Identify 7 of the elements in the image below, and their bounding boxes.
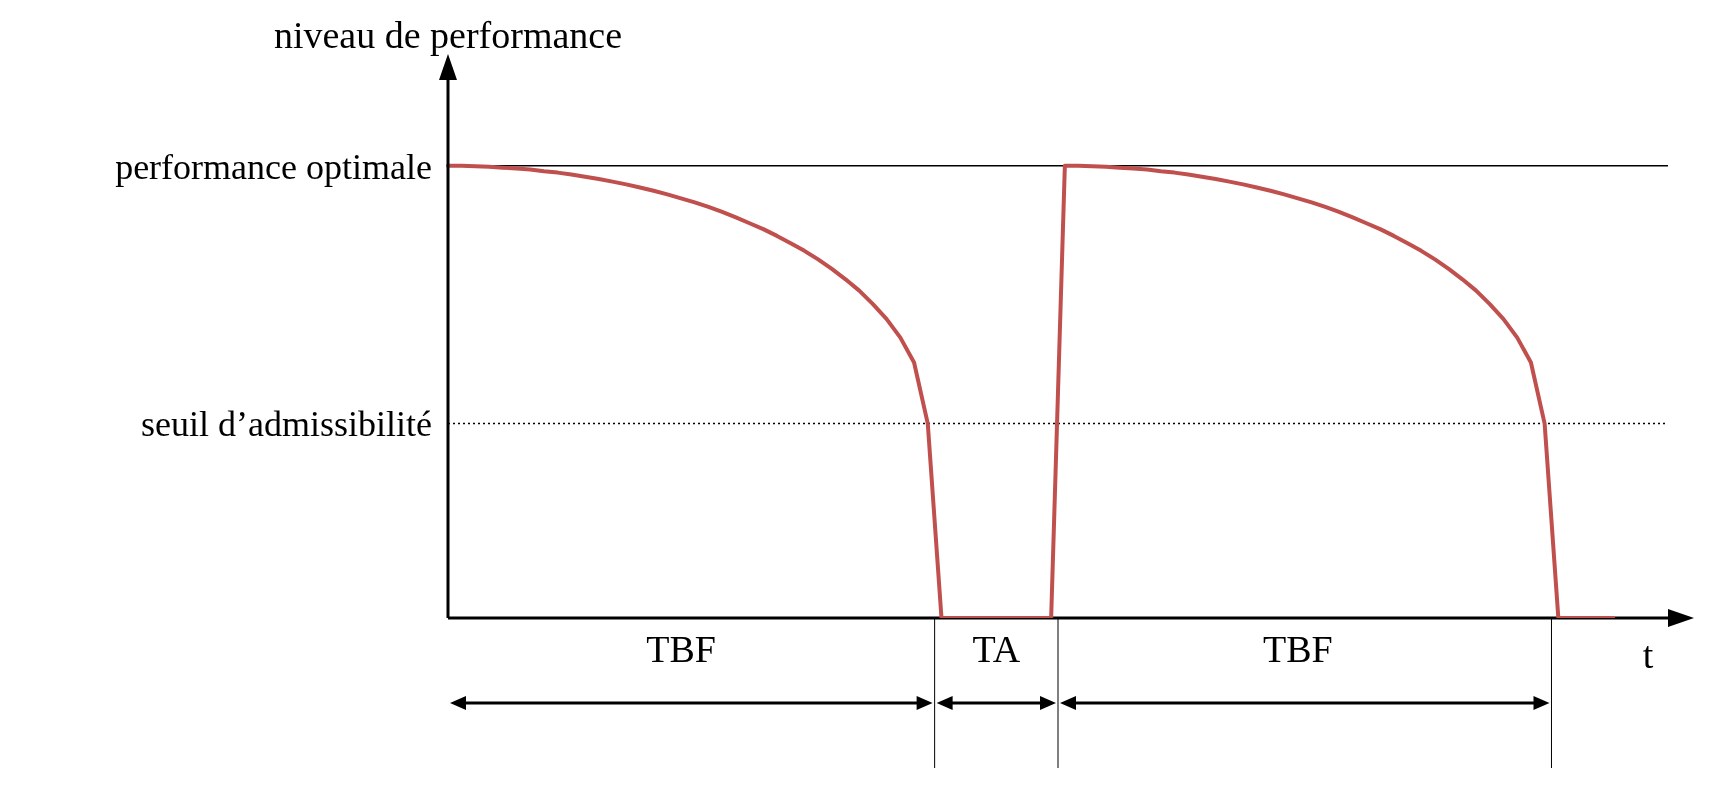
x-axis-title: t xyxy=(1642,634,1654,676)
ref-line-label: performance optimale xyxy=(115,146,432,187)
ref-line-label: seuil d’admissibilité xyxy=(141,404,432,445)
x-tick-label: TA xyxy=(972,628,1021,670)
y-axis-title: niveau de performance xyxy=(273,14,623,56)
x-tick-label: TBF xyxy=(646,628,716,670)
x-tick-label: TBF xyxy=(1263,628,1333,670)
